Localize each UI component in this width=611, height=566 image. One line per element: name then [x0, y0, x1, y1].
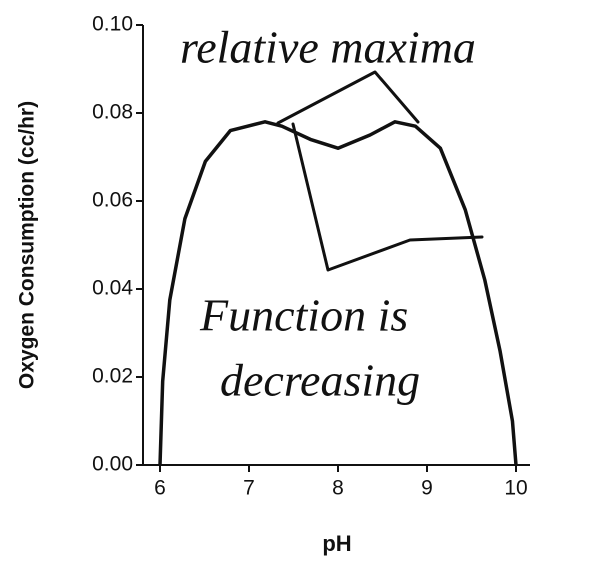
y-tick-label: 0.00 [92, 453, 133, 476]
y-tick-label: 0.10 [92, 13, 133, 36]
x-tick-label: 7 [243, 477, 255, 500]
y-tick-label: 0.04 [92, 277, 133, 300]
x-tick-label: 8 [332, 477, 344, 500]
annotation: Function is [199, 290, 408, 341]
x-axis-label: pH [322, 531, 351, 556]
y-tick-label: 0.02 [92, 365, 133, 388]
x-tick-label: 6 [154, 477, 166, 500]
x-tick-label: 10 [504, 477, 527, 500]
maxima-pointer [276, 70, 420, 125]
annotation-strokes [276, 70, 484, 272]
y-tick-label: 0.08 [92, 101, 133, 124]
y-axis-label: Oxygen Consumption (cc/hr) [16, 101, 39, 389]
annotation: decreasing [220, 355, 420, 406]
annotation: relative maxima [180, 22, 476, 73]
y-tick-label: 0.06 [92, 189, 133, 212]
data-line [158, 120, 518, 466]
x-tick-label: 9 [421, 477, 433, 500]
decreasing-pointer [291, 122, 484, 272]
